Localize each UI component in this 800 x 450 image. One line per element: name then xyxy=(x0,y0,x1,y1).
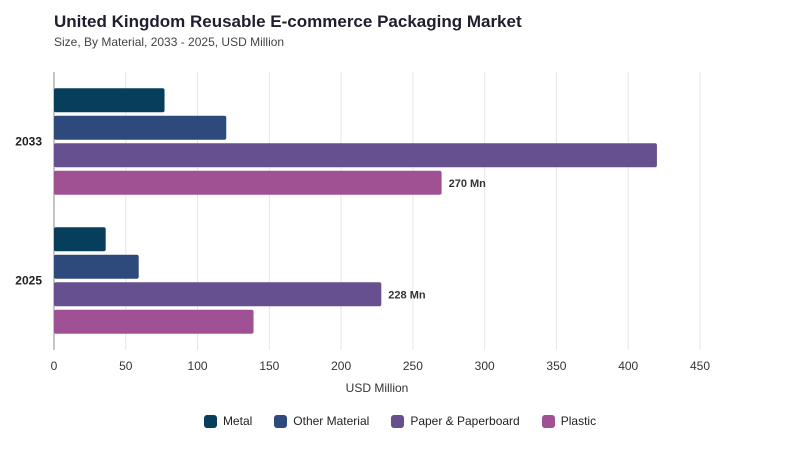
legend-label-plastic: Plastic xyxy=(560,414,597,428)
data-label-2025-paper-paperboard: 228 Mn xyxy=(388,289,426,301)
x-tick-label-0: 0 xyxy=(51,359,58,373)
legend-swatch-plastic xyxy=(541,414,555,428)
x-tick-label-100: 100 xyxy=(188,359,208,373)
x-tick-label-50: 50 xyxy=(119,359,133,373)
legend-label-metal: Metal xyxy=(222,414,253,428)
bar-2033-other-material xyxy=(54,115,227,140)
legend-swatch-metal xyxy=(203,414,217,428)
bar-2033-metal xyxy=(54,88,165,113)
legend-swatch-paper-paperboard xyxy=(391,414,405,428)
y-category-label-2033: 2033 xyxy=(15,135,42,149)
x-tick-label-150: 150 xyxy=(259,359,279,373)
x-axis-title: USD Million xyxy=(346,381,409,395)
bar-2025-other-material xyxy=(54,254,139,279)
x-tick-label-350: 350 xyxy=(546,359,566,373)
data-label-2033-plastic: 270 Mn xyxy=(449,178,487,190)
legend: Metal Other Material Paper & Paperboard … xyxy=(0,414,800,428)
chart-subtitle: Size, By Material, 2033 - 2025, USD Mill… xyxy=(54,35,285,49)
x-tick-label-400: 400 xyxy=(618,359,638,373)
bar-2033-paper-paperboard xyxy=(54,143,657,168)
legend-label-paper-paperboard: Paper & Paperboard xyxy=(410,414,520,428)
x-tick-label-250: 250 xyxy=(403,359,423,373)
y-category-label-2025: 2025 xyxy=(15,274,42,288)
legend-item-other-material: Other Material xyxy=(274,414,369,428)
x-tick-label-450: 450 xyxy=(690,359,710,373)
legend-item-plastic: Plastic xyxy=(541,414,597,428)
bar-2025-metal xyxy=(54,227,106,252)
legend-swatch-other-material xyxy=(274,414,288,428)
legend-item-metal: Metal xyxy=(203,414,253,428)
bar-2025-paper-paperboard xyxy=(54,282,382,307)
chart-title: United Kingdom Reusable E-commerce Packa… xyxy=(54,12,522,31)
x-tick-label-300: 300 xyxy=(475,359,495,373)
legend-item-paper-paperboard: Paper & Paperboard xyxy=(391,414,520,428)
x-tick-label-200: 200 xyxy=(331,359,351,373)
legend-label-other-material: Other Material xyxy=(293,414,370,428)
bar-2033-plastic xyxy=(54,170,442,195)
bar-2025-plastic xyxy=(54,309,254,334)
